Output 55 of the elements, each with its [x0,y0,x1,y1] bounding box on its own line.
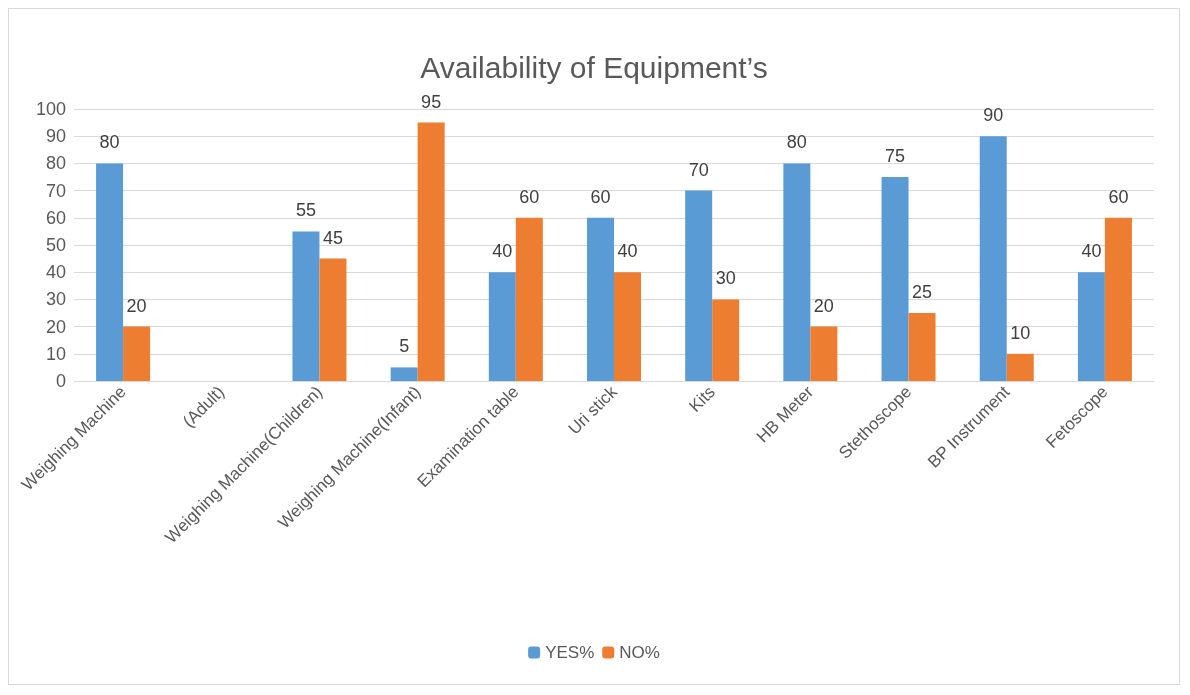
bar [1006,353,1034,381]
data-label: 40 [617,241,638,262]
bar [712,299,740,381]
chart-title: Availability of Equipment’s [420,50,768,84]
data-label: 10 [1010,322,1031,343]
legend-label: NO% [619,643,660,662]
bar [587,217,614,381]
bar [979,136,1007,381]
data-label: 20 [813,295,834,316]
bar [319,258,347,381]
data-label: 45 [322,227,343,248]
y-tick-label: 0 [55,371,66,391]
bar [515,217,543,381]
y-tick-label: 60 [45,207,66,228]
data-label: 40 [492,241,513,262]
y-tick-label: 40 [45,262,66,283]
legend-label: YES% [545,643,595,662]
data-label: 55 [295,200,316,221]
bar [1104,217,1132,381]
data-label: 5 [399,336,410,357]
data-label: 60 [590,186,611,207]
data-label: 40 [1081,241,1102,262]
bar [96,163,124,381]
bar [810,326,838,381]
bar [1077,272,1105,381]
data-label: 80 [99,132,120,153]
data-label: 60 [1108,186,1129,207]
bar [783,163,811,381]
data-label: 95 [421,91,442,112]
y-tick-label: 50 [45,235,66,255]
data-label: 75 [885,146,906,166]
bar [488,272,516,381]
data-label: 60 [519,186,540,207]
bar [417,122,445,381]
data-label: 90 [983,105,1004,126]
y-tick-label: 100 [35,99,66,119]
bar [292,231,320,381]
y-tick-label: 20 [45,316,66,337]
y-tick-label: 90 [45,126,66,147]
y-tick-label: 30 [45,289,66,310]
data-label: 30 [715,268,736,289]
y-tick-label: 80 [45,153,66,174]
bar [123,326,151,381]
bar [390,367,418,381]
data-label: 70 [688,159,709,180]
bar [881,177,909,381]
data-label: 20 [126,295,147,316]
bar [614,272,641,381]
bar [685,190,713,381]
data-label: 25 [912,282,933,302]
y-tick-label: 70 [45,180,66,201]
x-tick-label: Kits [685,382,719,416]
bar [908,313,936,381]
data-label: 80 [786,132,807,153]
y-tick-label: 10 [45,343,66,364]
